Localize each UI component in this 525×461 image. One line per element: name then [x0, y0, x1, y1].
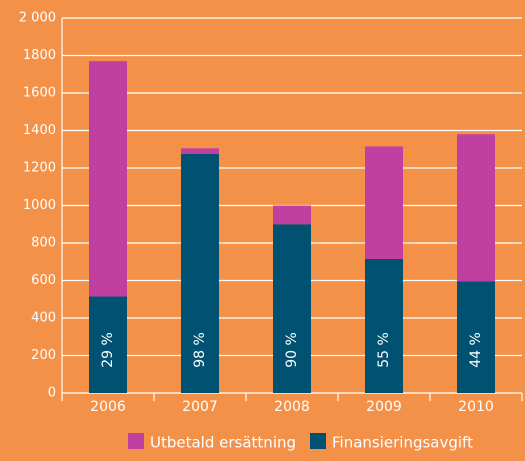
legend-label: Finansieringsavgift — [332, 434, 473, 452]
y-tick-label: 600 — [31, 273, 56, 288]
y-tick-label: 1800 — [23, 48, 56, 63]
y-tick-label: 1000 — [23, 198, 56, 213]
legend-label: Utbetald ersättning — [150, 434, 296, 452]
x-tick-label: 2006 — [90, 399, 126, 415]
bar-segment — [457, 134, 495, 282]
y-tick-label: 1200 — [23, 161, 56, 176]
legend-swatch — [310, 433, 326, 449]
bar-annotation: 29 % — [100, 332, 116, 368]
x-tick-label: 2009 — [366, 399, 402, 415]
y-tick-label: 200 — [31, 348, 56, 363]
x-tick-label: 2007 — [182, 399, 218, 415]
bar-segment — [181, 153, 219, 393]
bar-segment — [365, 258, 403, 393]
y-tick-label: 800 — [31, 236, 56, 251]
bar-segment — [273, 224, 311, 393]
x-tick-label: 2008 — [274, 399, 310, 415]
bar-annotation: 55 % — [376, 332, 392, 368]
y-tick-label: 1400 — [23, 123, 56, 138]
bar-annotation: 90 % — [284, 332, 300, 368]
bar-annotation: 98 % — [192, 332, 208, 368]
bar-segment — [181, 148, 219, 154]
bar-segment — [273, 205, 311, 225]
x-tick-label: 2010 — [458, 399, 494, 415]
bar-segment — [89, 61, 127, 297]
legend-swatch — [128, 433, 144, 449]
bar-annotation: 44 % — [468, 332, 484, 368]
bar-segment — [89, 296, 127, 393]
y-tick-label: 400 — [31, 311, 56, 326]
bar-segment — [365, 146, 403, 259]
y-tick-label: 2 000 — [19, 11, 56, 26]
bar-segment — [457, 281, 495, 393]
y-tick-label: 0 — [48, 386, 56, 401]
y-tick-label: 1600 — [23, 86, 56, 101]
